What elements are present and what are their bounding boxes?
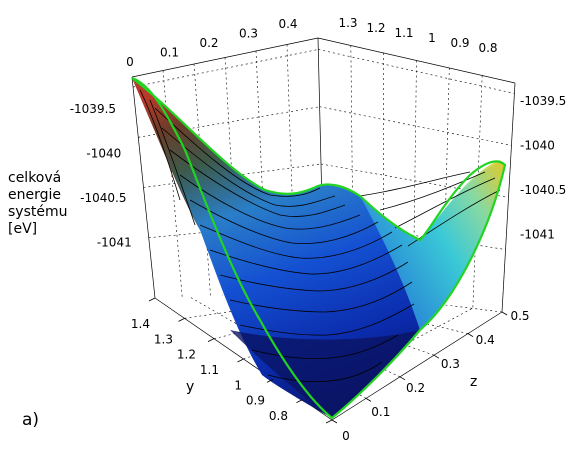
- surface-minimum: [230, 330, 420, 418]
- tick-label: 1.2: [177, 348, 196, 362]
- tick-label: 0.3: [239, 27, 258, 41]
- y-axis-label: y: [186, 379, 194, 395]
- tick-mark: [399, 376, 406, 381]
- contour-line: [189, 199, 379, 244]
- tick-label: -1040: [86, 146, 121, 160]
- energy-axis-label-line: celková: [8, 170, 62, 186]
- energy-axis-label: celková energie systému [eV]: [8, 170, 68, 238]
- tick-label: 0.5: [510, 309, 529, 323]
- tick-label: -1041: [97, 236, 132, 250]
- tick-label: 0.4: [278, 17, 297, 31]
- tick-label: 0.8: [478, 41, 497, 55]
- tick-label: -1040.5: [80, 191, 126, 205]
- contour-line: [199, 224, 393, 259]
- tick-label: 1.2: [366, 21, 385, 35]
- tick-label: 1: [234, 378, 242, 392]
- contour-line: [219, 261, 409, 292]
- contour-lines: [139, 89, 501, 383]
- tick-mark: [331, 419, 338, 424]
- tick-label: 0.3: [441, 357, 460, 371]
- contour-line: [394, 177, 496, 229]
- tick-mark: [365, 398, 372, 402]
- contour-line: [154, 107, 321, 197]
- tick-label: 0: [342, 429, 350, 443]
- contour-line: [209, 244, 403, 275]
- tick-label: 0.1: [160, 46, 179, 60]
- contour-line: [267, 361, 383, 383]
- axis-tick-labels: 0 0.1 0.2 0.3 0.4 1.3 1.2 1.1 1 0.9 0.8 -1039.5 -104…: [70, 16, 567, 443]
- tick-mark: [501, 311, 508, 316]
- energy-axis-label-line: energie: [8, 187, 61, 203]
- surface-right-ridge: [360, 160, 505, 330]
- tick-label: 1.1: [394, 26, 413, 40]
- tick-label: 1.1: [200, 363, 219, 377]
- contour-line: [251, 334, 399, 360]
- tick-label: -1040: [520, 138, 555, 152]
- tick-label: 1.4: [131, 317, 150, 331]
- contour-line: [379, 171, 486, 211]
- contour-line: [149, 99, 196, 226]
- contour-line: [359, 171, 471, 197]
- energy-axis-label-line: systému: [8, 204, 68, 220]
- tick-label: 0.9: [246, 394, 265, 408]
- tick-label: 0.2: [406, 381, 425, 395]
- tick-mark: [148, 297, 156, 302]
- tick-mark: [433, 354, 440, 359]
- z-axis-label: z: [470, 374, 477, 390]
- contour-line: [179, 174, 361, 230]
- energy-axis-label-line: [eV]: [8, 221, 38, 237]
- tick-label: -1041: [520, 228, 555, 242]
- tick-mark: [296, 399, 303, 404]
- tick-label: 1: [428, 31, 436, 45]
- contour-line: [169, 149, 346, 217]
- tick-label: 1.3: [154, 332, 173, 346]
- tick-label: 0.8: [269, 409, 288, 423]
- tick-mark: [467, 333, 474, 337]
- tick-label: 0.9: [450, 36, 469, 50]
- tick-label: 0.4: [476, 333, 495, 347]
- tick-mark: [325, 419, 333, 424]
- tick-label: -1039.5: [70, 102, 116, 116]
- tick-label: 0.2: [199, 36, 218, 50]
- tick-label: 1.3: [338, 16, 357, 30]
- tick-mark: [266, 378, 274, 383]
- surface-boundary: [131, 76, 507, 420]
- panel-label: a): [22, 410, 40, 430]
- tick-mark: [237, 358, 244, 363]
- tick-label: 0: [126, 55, 134, 69]
- tick-label: -1039.5: [520, 94, 566, 108]
- contour-line: [139, 89, 181, 201]
- tick-label: -1040.5: [520, 183, 566, 197]
- tick-mark: [178, 317, 185, 322]
- contour-line: [239, 303, 415, 336]
- contour-line: [161, 127, 336, 207]
- tick-label: 0.1: [371, 405, 390, 419]
- tick-mark: [207, 338, 215, 343]
- contour-line: [229, 281, 413, 313]
